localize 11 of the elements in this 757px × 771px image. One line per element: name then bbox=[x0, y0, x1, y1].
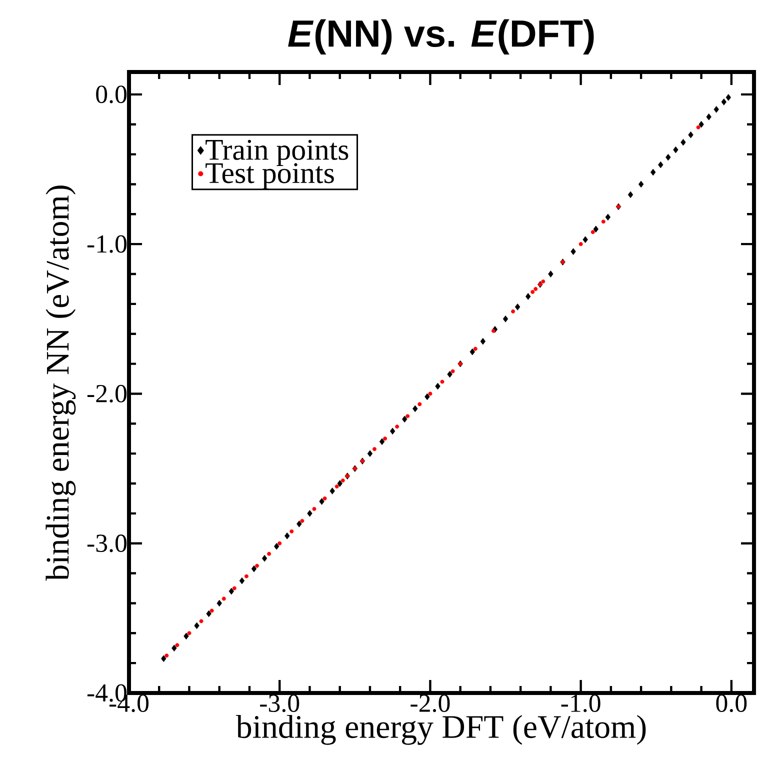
y-tick-label: -2.0 bbox=[87, 384, 126, 403]
x-tick-label: 0.0 bbox=[716, 694, 747, 712]
y-tick-label: 0.0 bbox=[96, 86, 126, 104]
y-tick-label: -3.0 bbox=[87, 534, 126, 552]
x-tick-label: -1.0 bbox=[561, 694, 600, 712]
y-tick-label: -1.0 bbox=[87, 235, 126, 253]
y-axis-title: binding energy NN (eV/atom) bbox=[46, 186, 76, 581]
x-tick-label: -2.0 bbox=[410, 694, 450, 712]
x-tick-label: -3.0 bbox=[260, 694, 300, 712]
chart-title: E(NN) vs. E(DFT) bbox=[288, 19, 594, 54]
x-axis-title: binding energy DFT (eV/atom) bbox=[236, 714, 646, 745]
